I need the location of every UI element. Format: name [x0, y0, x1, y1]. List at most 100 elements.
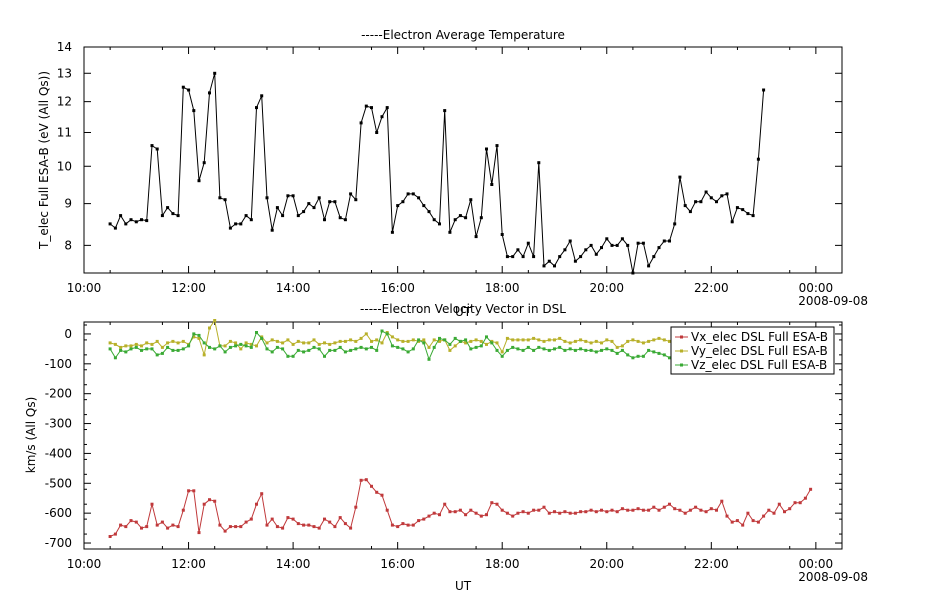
- velocity-data-point: [553, 347, 556, 350]
- velocity-data-point: [271, 338, 274, 341]
- velocity-x-tick-label: 18:00: [485, 557, 520, 571]
- velocity-data-point: [124, 350, 127, 353]
- velocity-data-point: [553, 510, 556, 513]
- velocity-data-point: [448, 349, 451, 352]
- velocity-data-point: [365, 478, 368, 481]
- temperature-data-point: [689, 210, 692, 213]
- velocity-data-point: [637, 340, 640, 343]
- temperature-data-point: [370, 106, 373, 109]
- velocity-data-point: [689, 509, 692, 512]
- velocity-data-point: [276, 340, 279, 343]
- velocity-data-point: [281, 341, 284, 344]
- velocity-data-point: [621, 344, 624, 347]
- velocity-data-point: [297, 349, 300, 352]
- temperature-data-point: [626, 244, 629, 247]
- velocity-chart-title: -----Electron Velocity Vector in DSL: [360, 302, 566, 316]
- velocity-data-point: [626, 353, 629, 356]
- velocity-data-point: [161, 352, 164, 355]
- temperature-data-point: [569, 240, 572, 243]
- temperature-data-point: [302, 210, 305, 213]
- temperature-panel: -----Electron Average Temperature T_elec…: [37, 28, 868, 319]
- temperature-data-point: [501, 233, 504, 236]
- velocity-data-point: [516, 347, 519, 350]
- velocity-data-point: [616, 346, 619, 349]
- velocity-data-point: [516, 512, 519, 515]
- velocity-data-point: [569, 347, 572, 350]
- velocity-data-point: [307, 349, 310, 352]
- temperature-data-point: [469, 198, 472, 201]
- temperature-data-point: [584, 248, 587, 251]
- velocity-data-point: [459, 509, 462, 512]
- temperature-chart-title: -----Electron Average Temperature: [361, 28, 565, 42]
- velocity-data-point: [490, 501, 493, 504]
- velocity-data-point: [401, 340, 404, 343]
- velocity-data-point: [731, 521, 734, 524]
- velocity-y-tick-label: 0: [64, 327, 72, 341]
- velocity-data-point: [574, 340, 577, 343]
- velocity-y-axis-label: km/s (All Qs): [24, 397, 38, 474]
- velocity-data-point: [381, 341, 384, 344]
- velocity-x-tick-label: 20:00: [589, 557, 624, 571]
- velocity-data-point: [140, 344, 143, 347]
- velocity-data-point: [631, 356, 634, 359]
- velocity-data-point: [166, 341, 169, 344]
- velocity-data-point: [145, 525, 148, 528]
- temperature-data-point: [313, 206, 316, 209]
- velocity-data-point: [250, 518, 253, 521]
- temperature-series: [109, 72, 766, 275]
- temperature-axes: 10:00 12:00 14:00 16:00 18:00 20:00 22:00 00:00…: [57, 40, 842, 295]
- velocity-data-point: [454, 510, 457, 513]
- temperature-data-point: [647, 264, 650, 267]
- temperature-data-point: [229, 227, 232, 230]
- velocity-x-tick-label: 14:00: [276, 557, 311, 571]
- velocity-data-point: [171, 340, 174, 343]
- velocity-x-axis-label: UT: [455, 579, 472, 593]
- temperature-data-point: [710, 196, 713, 199]
- velocity-data-point: [151, 503, 154, 506]
- temperature-data-point: [673, 222, 676, 225]
- velocity-data-point: [401, 522, 404, 525]
- velocity-data-point: [569, 512, 572, 515]
- velocity-data-point: [480, 515, 483, 518]
- temperature-data-point: [156, 148, 159, 151]
- temperature-data-point: [668, 240, 671, 243]
- velocity-data-point: [391, 335, 394, 338]
- velocity-data-point: [454, 344, 457, 347]
- velocity-data-point: [469, 509, 472, 512]
- temperature-data-point: [145, 219, 148, 222]
- temperature-data-point: [438, 222, 441, 225]
- temperature-data-point: [464, 216, 467, 219]
- velocity-data-point: [626, 340, 629, 343]
- velocity-data-point: [177, 341, 180, 344]
- velocity-data-point: [386, 332, 389, 335]
- velocity-data-point: [151, 347, 154, 350]
- velocity-data-point: [522, 338, 525, 341]
- velocity-data-point: [276, 525, 279, 528]
- velocity-data-point: [266, 347, 269, 350]
- velocity-data-point: [584, 349, 587, 352]
- velocity-data-point: [302, 524, 305, 527]
- velocity-data-point: [527, 338, 530, 341]
- velocity-y-tick-label: -500: [45, 476, 72, 490]
- velocity-data-point: [239, 525, 242, 528]
- velocity-data-point: [260, 337, 263, 340]
- temperature-data-point: [527, 242, 530, 245]
- velocity-data-point: [281, 347, 284, 350]
- velocity-data-point: [297, 340, 300, 343]
- velocity-data-point: [652, 506, 655, 509]
- velocity-data-point: [579, 510, 582, 513]
- velocity-data-point: [443, 338, 446, 341]
- velocity-data-point: [558, 337, 561, 340]
- velocity-data-point: [532, 509, 535, 512]
- velocity-data-point: [448, 510, 451, 513]
- velocity-data-point: [438, 337, 441, 340]
- velocity-data-point: [166, 527, 169, 530]
- temperature-data-point: [203, 161, 206, 164]
- temperature-data-point: [720, 194, 723, 197]
- velocity-data-point: [464, 513, 467, 516]
- temperature-data-point: [595, 253, 598, 256]
- velocity-data-point: [114, 533, 117, 536]
- temperature-data-point: [318, 196, 321, 199]
- velocity-data-point: [119, 346, 122, 349]
- legend-entry-label: Vx_elec DSL Full ESA-B: [691, 330, 828, 344]
